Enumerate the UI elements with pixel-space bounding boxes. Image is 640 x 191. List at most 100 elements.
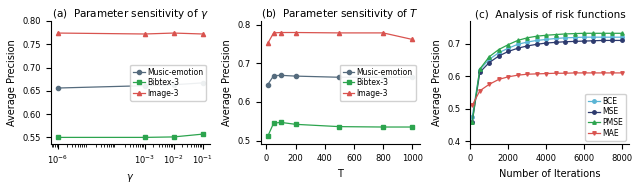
Legend: Music-emotion, Bibtex-3, Image-3: Music-emotion, Bibtex-3, Image-3 — [340, 65, 416, 101]
MAE — [618, 72, 626, 74]
MSE — [571, 40, 579, 43]
Music-emotion — [141, 85, 148, 87]
Image-3 — [270, 32, 278, 34]
PMSE — [618, 32, 626, 34]
BCE — [589, 36, 597, 38]
MSE — [514, 47, 522, 49]
MSE — [599, 39, 607, 42]
Y-axis label: Average Precision: Average Precision — [222, 39, 232, 126]
PMSE — [571, 32, 579, 35]
Music-emotion — [264, 83, 271, 86]
MSE — [589, 40, 597, 42]
MAE — [571, 72, 579, 74]
MSE — [468, 121, 476, 123]
Line: PMSE: PMSE — [470, 32, 623, 123]
BCE — [476, 69, 484, 71]
BCE — [504, 47, 512, 49]
BCE — [524, 41, 531, 43]
Music-emotion — [277, 74, 285, 76]
PMSE — [589, 32, 597, 34]
Bibtex-3 — [270, 122, 278, 124]
Line: Music-emotion: Music-emotion — [56, 81, 205, 90]
MAE — [532, 73, 540, 75]
Bibtex-3 — [264, 135, 271, 137]
Legend: BCE, MSE, PMSE, MAE: BCE, MSE, PMSE, MAE — [585, 94, 626, 141]
Image-3 — [264, 42, 271, 45]
PMSE — [524, 37, 531, 39]
Image-3 — [380, 32, 387, 34]
Line: Bibtex-3: Bibtex-3 — [266, 120, 415, 138]
BCE — [571, 36, 579, 39]
MSE — [542, 42, 550, 44]
Bibtex-3 — [408, 126, 416, 128]
X-axis label: Number of Iterations: Number of Iterations — [499, 169, 601, 179]
MAE — [495, 78, 502, 81]
Bibtex-3 — [170, 136, 177, 138]
MAE — [486, 83, 493, 85]
X-axis label: $\gamma$: $\gamma$ — [126, 172, 134, 184]
Line: MSE: MSE — [470, 39, 623, 123]
Bibtex-3 — [292, 123, 300, 125]
Line: MAE: MAE — [470, 71, 623, 107]
Music-emotion — [170, 84, 177, 86]
Line: Music-emotion: Music-emotion — [266, 73, 415, 87]
PMSE — [599, 32, 607, 34]
Bibtex-3 — [277, 121, 285, 124]
MAE — [552, 72, 559, 74]
Music-emotion — [335, 76, 343, 79]
BCE — [532, 39, 540, 42]
MAE — [524, 73, 531, 75]
BCE — [561, 37, 569, 39]
MSE — [618, 39, 626, 42]
Y-axis label: Average Precision: Average Precision — [7, 39, 17, 126]
BCE — [580, 36, 588, 38]
Line: Bibtex-3: Bibtex-3 — [56, 132, 205, 139]
BCE — [495, 52, 502, 54]
Bibtex-3 — [199, 133, 207, 135]
Title: (c)  Analysis of risk functions: (c) Analysis of risk functions — [474, 10, 625, 20]
Image-3 — [170, 32, 177, 34]
MAE — [580, 72, 588, 74]
PMSE — [580, 32, 588, 34]
BCE — [609, 36, 616, 38]
MAE — [589, 72, 597, 74]
BCE — [486, 58, 493, 60]
MAE — [599, 72, 607, 74]
Image-3 — [199, 33, 207, 35]
Music-emotion — [292, 75, 300, 77]
Image-3 — [408, 38, 416, 41]
PMSE — [495, 48, 502, 51]
Music-emotion — [54, 87, 62, 89]
PMSE — [486, 56, 493, 58]
X-axis label: T: T — [337, 169, 343, 179]
Music-emotion — [270, 74, 278, 77]
Legend: Music-emotion, Bibtex-3, Image-3: Music-emotion, Bibtex-3, Image-3 — [130, 65, 206, 101]
MSE — [552, 41, 559, 44]
MAE — [476, 90, 484, 92]
MSE — [504, 50, 512, 53]
Music-emotion — [408, 76, 416, 79]
Bibtex-3 — [141, 136, 148, 138]
MAE — [468, 104, 476, 107]
Image-3 — [141, 33, 148, 35]
PMSE — [532, 35, 540, 37]
MSE — [609, 39, 616, 42]
BCE — [542, 38, 550, 41]
MAE — [609, 72, 616, 74]
MSE — [486, 61, 493, 64]
Bibtex-3 — [335, 125, 343, 128]
MSE — [561, 40, 569, 43]
Bibtex-3 — [54, 136, 62, 138]
MSE — [524, 45, 531, 47]
MAE — [561, 72, 569, 74]
PMSE — [561, 33, 569, 35]
MSE — [532, 43, 540, 45]
Title: (a)  Parameter sensitivity of $\gamma$: (a) Parameter sensitivity of $\gamma$ — [52, 7, 209, 21]
Line: BCE: BCE — [470, 36, 623, 118]
Music-emotion — [380, 76, 387, 79]
Image-3 — [277, 31, 285, 34]
MSE — [495, 55, 502, 57]
Title: (b)  Parameter sensitivity of $T$: (b) Parameter sensitivity of $T$ — [261, 7, 419, 21]
MAE — [514, 74, 522, 76]
Image-3 — [292, 31, 300, 34]
